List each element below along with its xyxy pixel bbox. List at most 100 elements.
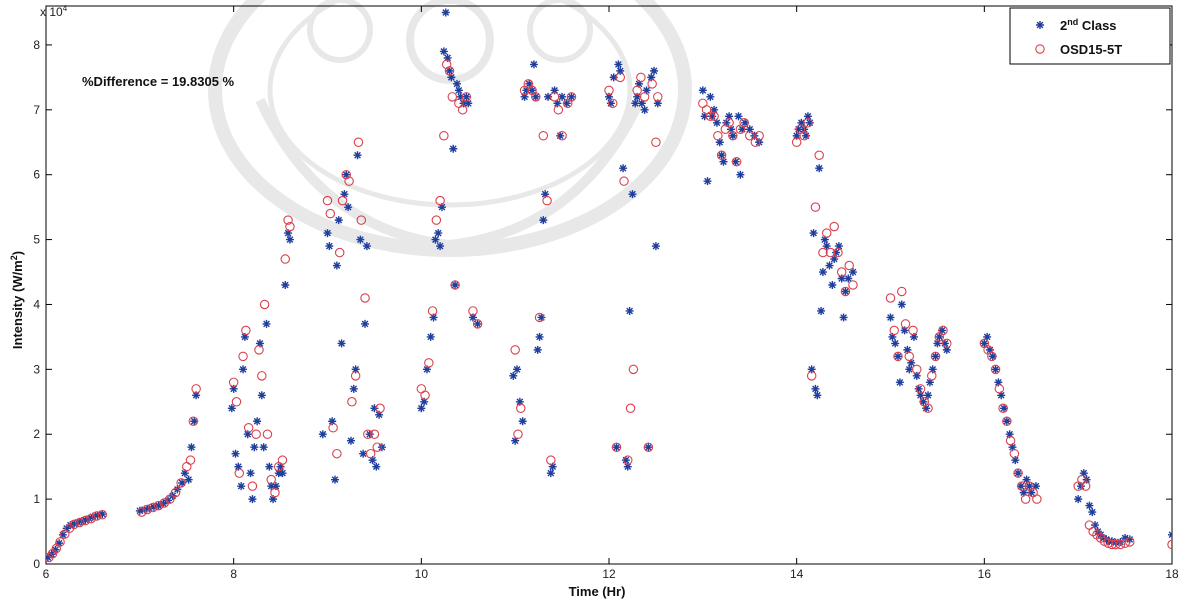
- data-point-2nd-class: [1011, 456, 1020, 465]
- data-point-osd15-5t: [904, 351, 915, 362]
- data-point-2nd-class: [980, 339, 989, 348]
- data-point-osd15-5t: [604, 85, 614, 96]
- data-point-osd15-5t: [424, 358, 434, 368]
- data-point-2nd-class: [817, 306, 826, 315]
- data-point-osd15-5t: [625, 403, 636, 414]
- data-point-2nd-class: [1116, 537, 1125, 546]
- data-point-osd15-5t: [643, 442, 654, 452]
- data-point-2nd-class: [1091, 521, 1100, 530]
- data-point-2nd-class: [888, 332, 897, 341]
- data-point-osd15-5t: [1013, 468, 1023, 478]
- data-point-osd15-5t: [915, 384, 926, 394]
- data-point-2nd-class: [515, 397, 524, 406]
- data-point-2nd-class: [372, 462, 381, 471]
- data-point-osd15-5t: [170, 487, 181, 498]
- data-point-2nd-class: [46, 553, 52, 562]
- y-tick-label: 3: [33, 362, 40, 376]
- data-point-2nd-class: [1002, 417, 1011, 426]
- data-point-2nd-class: [431, 235, 440, 244]
- data-point-2nd-class: [456, 92, 465, 101]
- data-point-osd15-5t: [369, 429, 380, 439]
- data-point-2nd-class: [356, 235, 365, 244]
- data-point-osd15-5t: [534, 312, 545, 323]
- data-point-2nd-class: [644, 443, 653, 452]
- data-point-2nd-class: [511, 436, 520, 445]
- data-point-2nd-class: [897, 300, 906, 309]
- data-point-2nd-class: [562, 99, 571, 108]
- data-point-osd15-5t: [731, 156, 742, 167]
- data-point-osd15-5t: [142, 504, 153, 515]
- data-point-osd15-5t: [553, 105, 564, 115]
- data-point-osd15-5t: [231, 397, 242, 407]
- data-point-osd15-5t: [709, 111, 719, 122]
- data-point-2nd-class: [991, 365, 1000, 374]
- legend-star-marker: [1036, 21, 1044, 29]
- data-point-2nd-class: [647, 73, 656, 82]
- data-point-osd15-5t: [829, 221, 839, 232]
- data-point-2nd-class: [710, 105, 719, 114]
- data-point-2nd-class: [698, 86, 707, 95]
- data-point-osd15-5t: [363, 429, 373, 439]
- data-point-2nd-class: [250, 443, 259, 452]
- data-point-osd15-5t: [1110, 539, 1121, 550]
- data-point-osd15-5t: [1009, 448, 1020, 459]
- data-point-2nd-class: [539, 216, 548, 225]
- data-point-osd15-5t: [557, 131, 567, 141]
- data-point-osd15-5t: [848, 280, 858, 290]
- data-point-2nd-class: [633, 92, 642, 101]
- data-point-2nd-class: [468, 313, 477, 322]
- data-point-2nd-class: [625, 306, 634, 315]
- data-point-osd15-5t: [923, 403, 933, 414]
- data-point-osd15-5t: [510, 345, 520, 355]
- data-point-osd15-5t: [457, 105, 468, 115]
- data-point-2nd-class: [426, 332, 435, 341]
- data-point-osd15-5t: [705, 111, 716, 122]
- data-point-osd15-5t: [912, 364, 922, 375]
- watermark-seal: [208, 0, 692, 257]
- data-point-2nd-class: [912, 371, 921, 380]
- data-point-2nd-class: [55, 539, 64, 548]
- data-point-osd15-5t: [165, 494, 175, 504]
- data-point-osd15-5t: [615, 72, 626, 83]
- data-point-osd15-5t: [739, 118, 749, 128]
- data-point-2nd-class: [807, 365, 816, 374]
- data-point-2nd-class: [237, 482, 246, 491]
- data-point-2nd-class: [51, 545, 60, 554]
- data-point-2nd-class: [895, 378, 904, 387]
- data-point-osd15-5t: [243, 422, 254, 433]
- y-tick-label: 4: [33, 297, 40, 311]
- data-point-2nd-class: [246, 469, 255, 478]
- data-point-2nd-class: [813, 391, 822, 400]
- data-point-osd15-5t: [927, 371, 937, 381]
- legend-box: [1009, 7, 1171, 65]
- data-point-2nd-class: [1022, 475, 1031, 484]
- data-point-osd15-5t: [257, 371, 267, 381]
- x-tick-label: 8: [230, 567, 237, 581]
- data-point-osd15-5t: [234, 468, 245, 478]
- data-point-osd15-5t: [900, 319, 911, 329]
- data-point-osd15-5t: [713, 131, 723, 141]
- data-point-2nd-class: [550, 86, 559, 95]
- data-point-2nd-class: [1019, 488, 1028, 497]
- data-point-2nd-class: [567, 92, 576, 101]
- data-point-2nd-class: [253, 417, 262, 426]
- data-point-osd15-5t: [639, 92, 650, 102]
- data-point-osd15-5t: [238, 351, 248, 362]
- data-point-2nd-class: [285, 235, 294, 244]
- data-point-2nd-class: [914, 384, 923, 393]
- data-point-osd15-5t: [332, 448, 342, 459]
- data-point-2nd-class: [708, 112, 717, 121]
- data-point-osd15-5t: [1005, 435, 1016, 446]
- x-tick-label: 10: [415, 567, 429, 581]
- data-point-2nd-class: [337, 339, 346, 348]
- data-point-osd15-5t: [441, 59, 452, 70]
- series-2nd-class: [46, 8, 1172, 562]
- data-point-2nd-class: [243, 430, 252, 439]
- data-point-osd15-5t: [628, 364, 639, 375]
- data-point-osd15-5t: [908, 325, 918, 336]
- data-point-2nd-class: [635, 79, 644, 88]
- data-point-2nd-class: [706, 92, 715, 101]
- data-point-2nd-class: [805, 118, 814, 127]
- data-point-2nd-class: [1016, 482, 1025, 491]
- data-point-2nd-class: [612, 443, 621, 452]
